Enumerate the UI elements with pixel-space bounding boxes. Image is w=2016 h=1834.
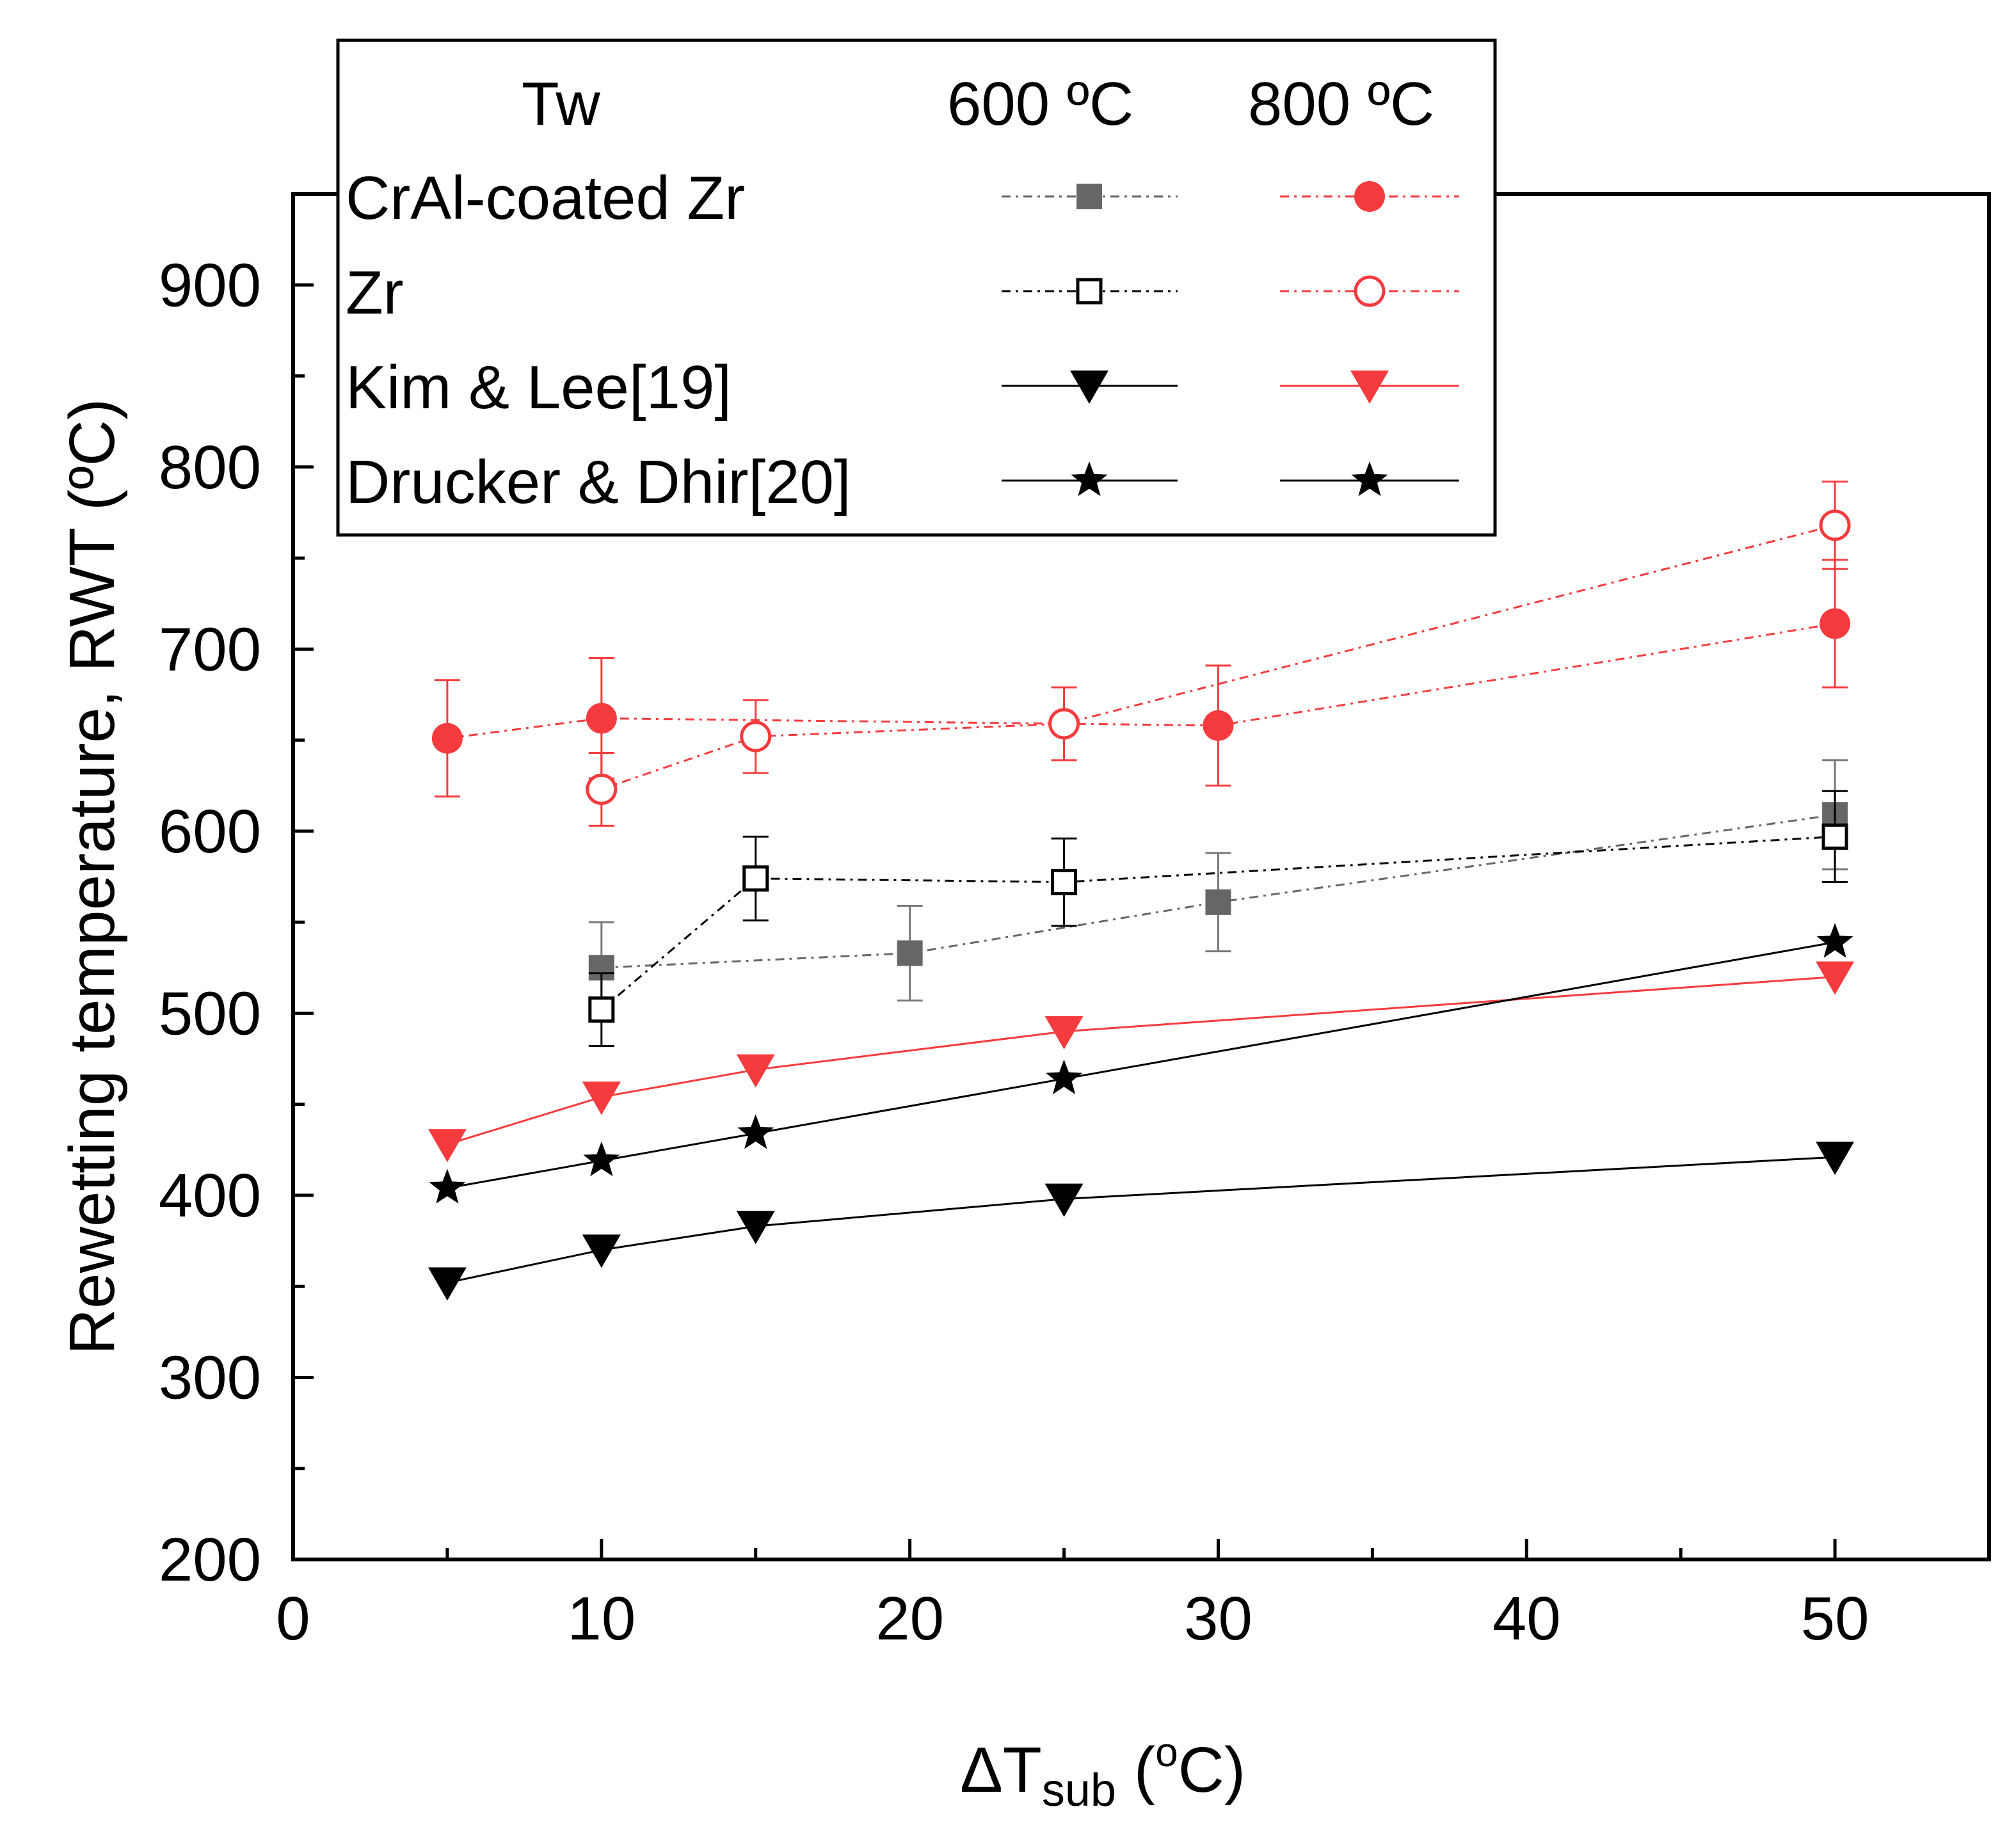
series-line [447,1156,1836,1284]
legend-header-800: 800 ºC [1248,70,1434,138]
data-point [586,703,617,734]
legend-marker [1071,461,1108,497]
x-tick-label: 50 [1801,1584,1869,1653]
x-tick-label: 0 [276,1584,310,1653]
data-point [431,722,463,754]
data-point [583,1141,620,1177]
data-point [1816,1142,1855,1176]
legend-header-600: 600 ºC [947,70,1133,138]
data-point [586,773,618,805]
series-line [447,976,1836,1145]
axis-ticks: 0 10 20 30 40 50 200 300 400 500 600 700 800 900 [159,251,1869,1653]
legend-marker [1076,184,1102,209]
series-zr600 [588,790,1848,1048]
series-crzr800 [431,559,1851,798]
data-point [1046,1059,1083,1095]
data-point [1816,961,1855,995]
series-line [601,524,1836,790]
series-line [601,813,1836,969]
series-dru600 [429,923,1853,1204]
series-line [600,835,1836,1010]
legend-marker [1076,278,1103,305]
data-point [1816,923,1853,958]
series-crzr600 [588,759,1848,1014]
y-tick-label: 600 [159,797,261,866]
data-point [736,1054,775,1088]
data-point [740,721,772,753]
series-line [447,623,1836,740]
data-point [897,940,923,966]
data-point [1048,708,1080,740]
y-axis-title: Rewetting temperature, RWT (ºC) [56,399,128,1355]
x-tick-label: 40 [1492,1584,1561,1653]
data-point [1203,710,1234,741]
x-tick-label: 30 [1184,1584,1252,1653]
data-point [1205,889,1231,915]
legend-label-kim: Kim & Lee[19] [346,353,732,422]
legend-header-label: Tw [522,70,600,138]
legend-marker [1351,461,1388,497]
data-point [736,1211,775,1245]
y-tick-label: 300 [159,1343,261,1412]
data-point [1044,1183,1084,1217]
legend-label-zr: Zr [346,259,404,327]
data-point [582,1081,621,1115]
data-point [742,865,769,892]
legend-marker [1354,181,1385,212]
data-point [737,1114,774,1149]
legend-box [336,38,1497,537]
y-tick-label: 700 [159,615,261,683]
y-tick-label: 400 [159,1161,261,1230]
legend-marker [1350,371,1389,404]
y-tick-label: 200 [159,1526,261,1594]
legend-label-crzr: CrAl-coated Zr [346,164,745,232]
legend-marker [1070,371,1108,404]
series-kim800 [428,961,1855,1163]
data-point [428,1267,467,1301]
legend-samples [1002,181,1459,497]
legend-marker [1354,275,1386,307]
x-axis-title: ΔTsub (oC) [960,1729,1245,1816]
data-point [1820,608,1851,639]
y-tick-label: 500 [159,979,261,1048]
series-kim600 [428,1142,1855,1301]
y-tick-label: 800 [159,433,261,502]
series-line [447,941,1836,1190]
data-point [1044,1016,1084,1049]
series-zr800 [586,481,1851,827]
data-point [1821,823,1848,850]
y-tick-label: 900 [159,251,261,319]
data-point [429,1168,466,1204]
data-point [588,996,615,1023]
data-point [1819,509,1851,541]
series-layer [428,481,1855,1301]
legend-label-drucker: Drucker & Dhir[20] [346,448,851,516]
data-point [582,1234,621,1268]
x-tick-label: 20 [876,1584,944,1653]
x-tick-label: 10 [567,1584,636,1653]
data-point [1051,869,1078,896]
legend: Tw 600 ºC 800 ºC CrAl-coated Zr Zr Kim &… [336,38,1497,537]
data-point [428,1129,467,1163]
